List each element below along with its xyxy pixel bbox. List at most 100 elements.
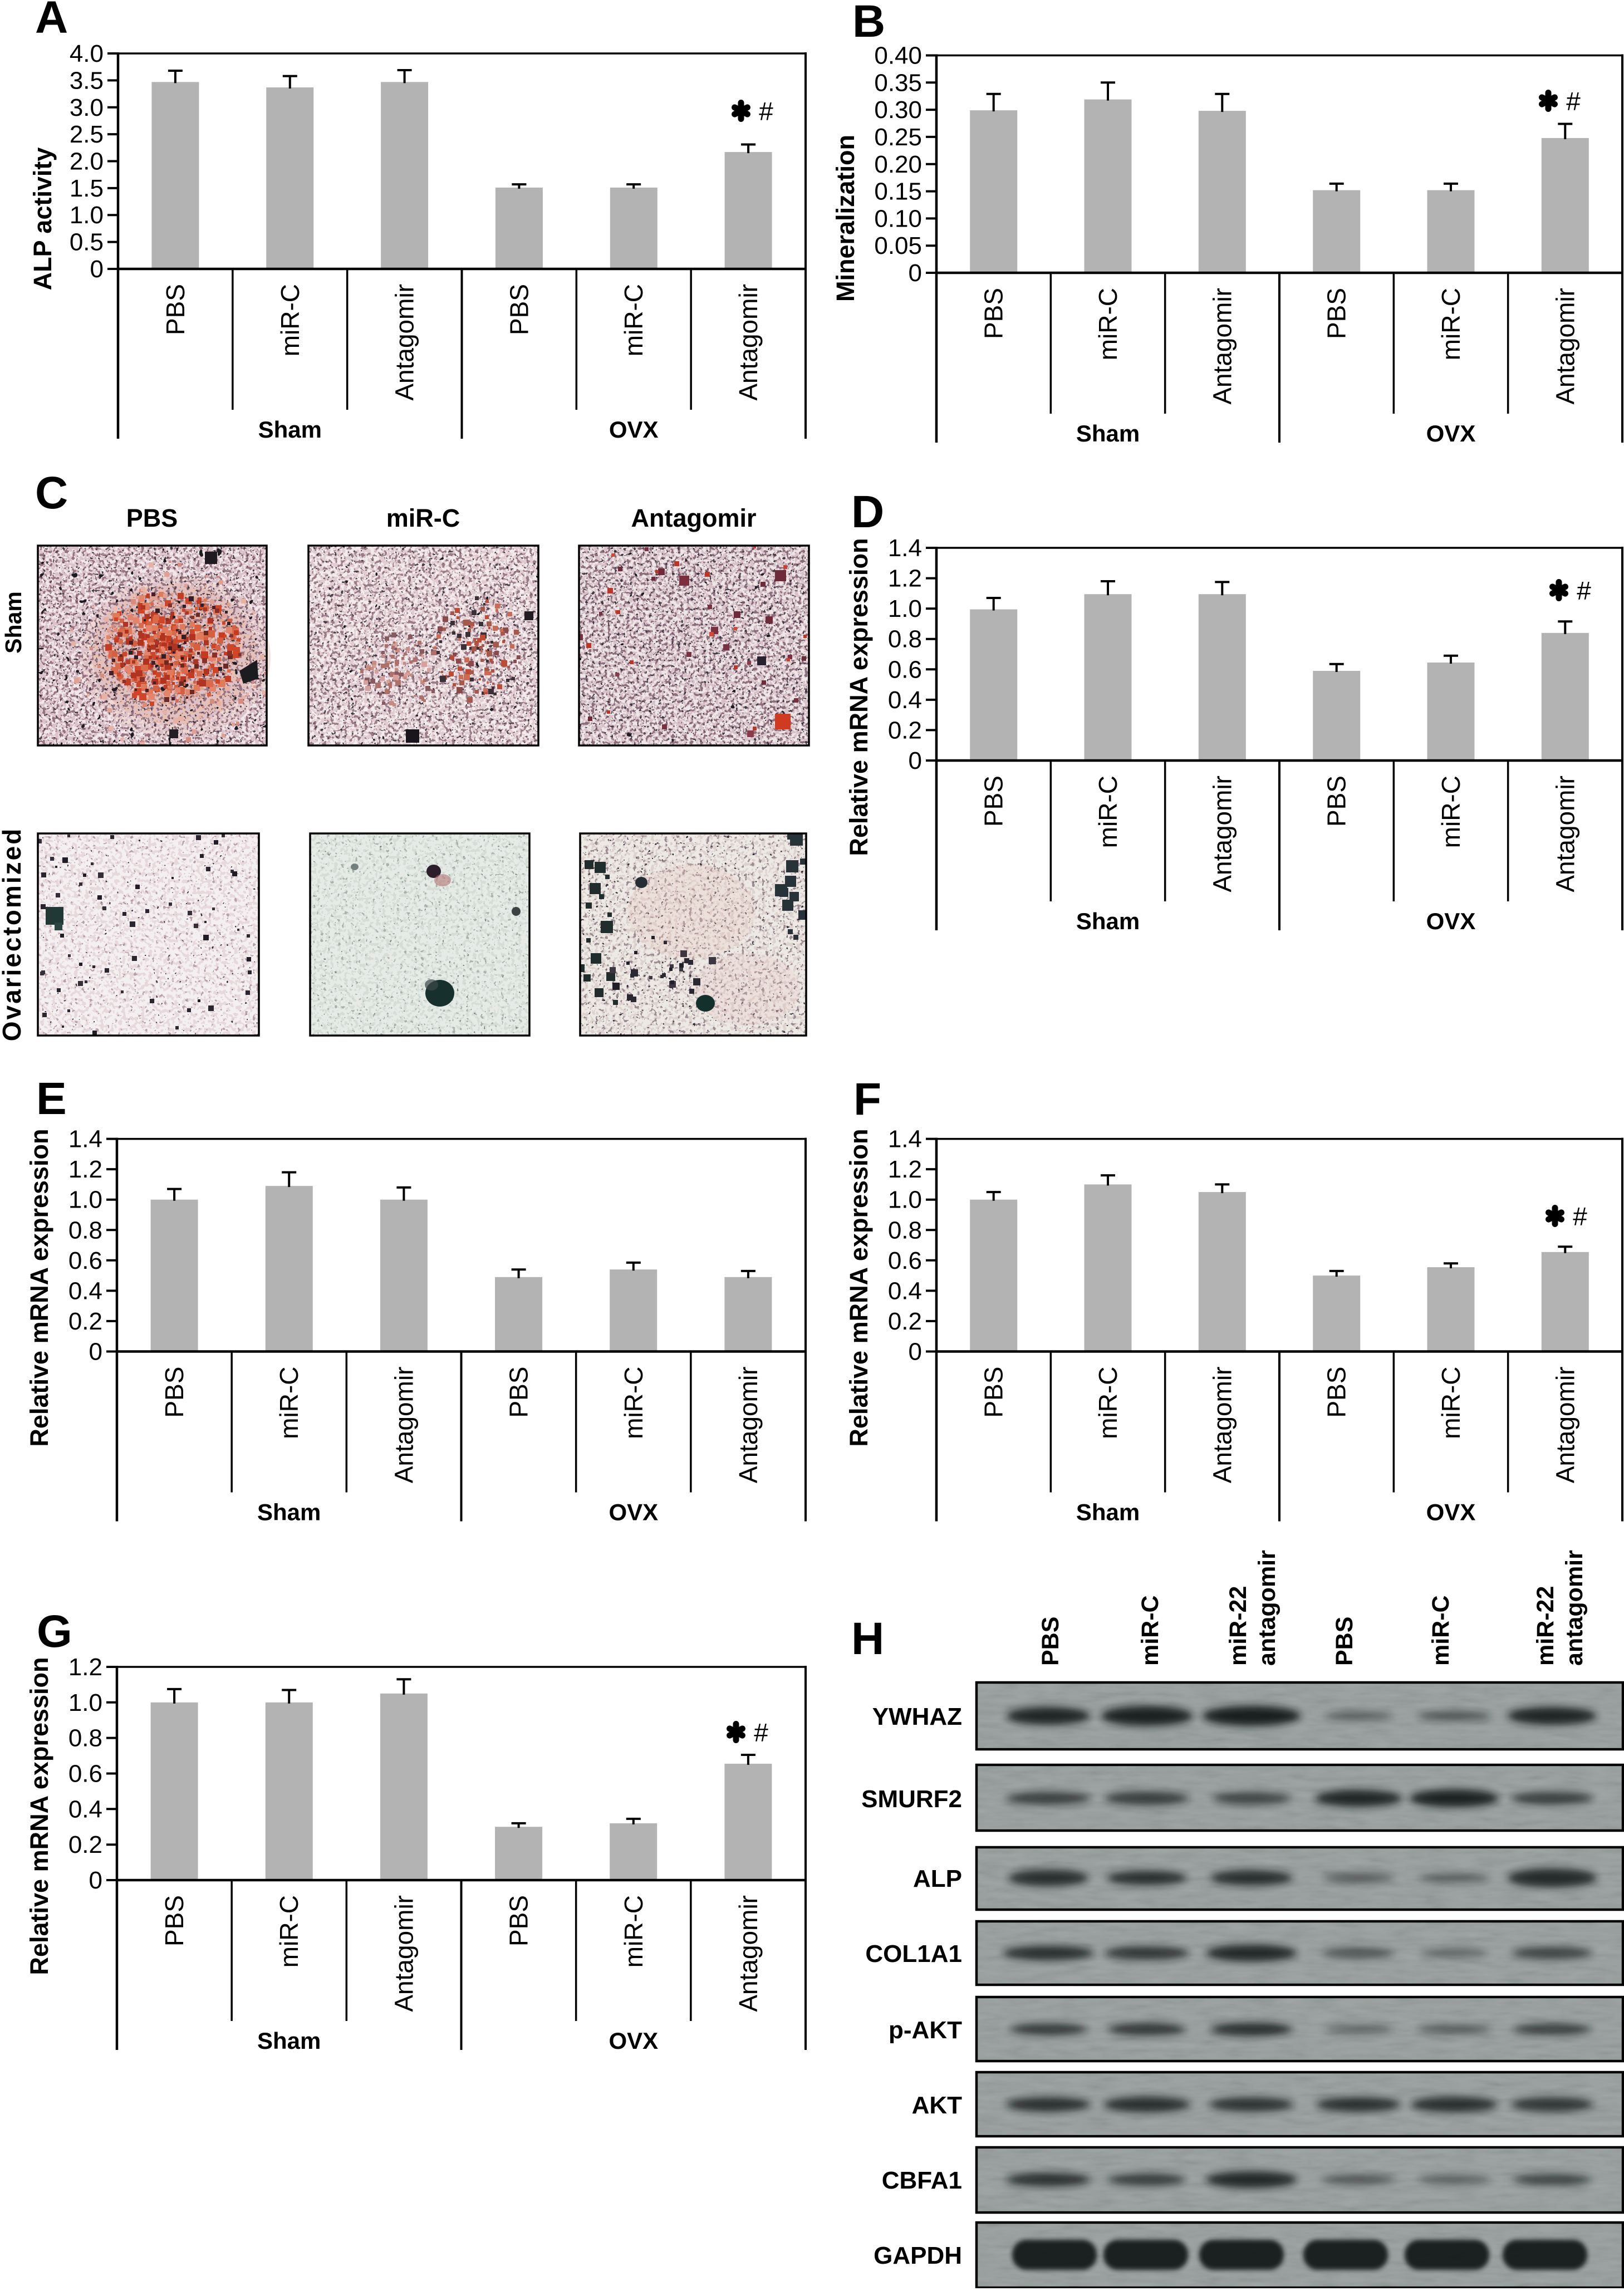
- svg-text:1.0: 1.0: [70, 202, 104, 229]
- svg-text:C: C: [35, 468, 68, 518]
- svg-text:0.30: 0.30: [874, 96, 922, 124]
- svg-text:PBS: PBS: [1322, 1367, 1351, 1418]
- svg-text:E: E: [36, 1073, 67, 1124]
- svg-text:0.8: 0.8: [68, 1216, 102, 1244]
- svg-text:1.0: 1.0: [68, 1689, 102, 1716]
- svg-text:0: 0: [909, 259, 922, 287]
- svg-text:miR-22: miR-22: [1532, 1586, 1559, 1666]
- svg-text:Sham: Sham: [258, 416, 322, 443]
- svg-text:1.5: 1.5: [70, 175, 104, 202]
- svg-text:0.4: 0.4: [888, 686, 922, 714]
- svg-text:Antagomir: Antagomir: [1208, 1367, 1237, 1484]
- svg-text:Sham: Sham: [257, 1499, 321, 1525]
- svg-text:2.5: 2.5: [70, 121, 104, 148]
- svg-text:Antagomir: Antagomir: [390, 284, 419, 401]
- svg-text:0.4: 0.4: [68, 1795, 102, 1823]
- svg-text:0.8: 0.8: [888, 1216, 922, 1244]
- svg-text:0: 0: [909, 1338, 922, 1366]
- svg-text:#: #: [759, 97, 773, 126]
- svg-text:OVX: OVX: [1426, 908, 1476, 934]
- svg-text:0.8: 0.8: [68, 1725, 102, 1752]
- svg-text:1.2: 1.2: [68, 1156, 102, 1183]
- svg-text:F: F: [853, 1074, 881, 1125]
- svg-text:Mineralization: Mineralization: [831, 135, 860, 302]
- svg-text:PBS: PBS: [1322, 776, 1351, 827]
- svg-text:miR-C: miR-C: [1436, 1367, 1465, 1439]
- svg-text:0: 0: [89, 1338, 102, 1366]
- svg-text:0.05: 0.05: [874, 232, 922, 259]
- svg-text:1.4: 1.4: [68, 1126, 102, 1153]
- svg-text:PBS: PBS: [126, 504, 178, 532]
- svg-text:0.6: 0.6: [68, 1760, 102, 1788]
- svg-text:0.6: 0.6: [888, 1247, 922, 1274]
- svg-text:Antagomir: Antagomir: [389, 1895, 418, 2012]
- svg-text:Antagomir: Antagomir: [1208, 776, 1237, 892]
- svg-text:0.20: 0.20: [874, 151, 922, 178]
- svg-text:antagomir: antagomir: [1561, 1550, 1588, 1666]
- svg-text:PBS: PBS: [1037, 1617, 1064, 1666]
- svg-text:Antagomir: Antagomir: [734, 1895, 763, 2012]
- svg-text:PBS: PBS: [979, 1367, 1008, 1418]
- svg-text:1.4: 1.4: [888, 1126, 922, 1153]
- svg-text:3.0: 3.0: [70, 94, 104, 121]
- svg-text:antagomir: antagomir: [1254, 1550, 1280, 1666]
- svg-text:1.0: 1.0: [888, 595, 922, 622]
- svg-text:miR-C: miR-C: [1093, 288, 1122, 360]
- svg-text:1.2: 1.2: [888, 1156, 922, 1183]
- svg-text:0.8: 0.8: [888, 626, 922, 653]
- svg-text:Antagomir: Antagomir: [734, 284, 763, 401]
- svg-text:miR-C: miR-C: [1093, 1367, 1122, 1439]
- svg-text:0: 0: [89, 1867, 102, 1894]
- svg-text:0: 0: [909, 747, 922, 774]
- svg-text:0.10: 0.10: [874, 205, 922, 232]
- svg-text:miR-C: miR-C: [386, 504, 460, 532]
- svg-text:Antagomir: Antagomir: [631, 504, 757, 532]
- svg-text:OVX: OVX: [609, 2028, 658, 2054]
- svg-text:#: #: [1577, 576, 1591, 605]
- svg-text:YWHAZ: YWHAZ: [872, 1703, 962, 1730]
- svg-text:PBS: PBS: [979, 776, 1008, 827]
- svg-text:3.5: 3.5: [70, 67, 104, 94]
- svg-text:Sham: Sham: [257, 2028, 321, 2054]
- svg-text:OVX: OVX: [609, 1499, 658, 1525]
- svg-text:0.35: 0.35: [874, 69, 922, 96]
- svg-text:miR-C: miR-C: [619, 1895, 648, 1968]
- svg-text:1.2: 1.2: [68, 1654, 102, 1681]
- svg-text:PBS: PBS: [504, 284, 533, 335]
- svg-text:Relative mRNA expression: Relative mRNA expression: [845, 538, 873, 856]
- svg-text:PBS: PBS: [979, 288, 1008, 339]
- svg-text:#: #: [754, 1718, 768, 1747]
- svg-text:OVX: OVX: [609, 416, 659, 443]
- svg-text:4.0: 4.0: [70, 40, 104, 67]
- svg-text:0.15: 0.15: [874, 178, 922, 205]
- svg-text:0.2: 0.2: [888, 1308, 922, 1335]
- svg-text:Antagomir: Antagomir: [389, 1367, 418, 1484]
- svg-text:#: #: [1566, 87, 1581, 116]
- svg-text:1.0: 1.0: [888, 1186, 922, 1214]
- svg-text:SMURF2: SMURF2: [861, 1785, 962, 1813]
- svg-text:0.4: 0.4: [68, 1277, 102, 1304]
- svg-text:0.6: 0.6: [888, 656, 922, 683]
- svg-text:0.5: 0.5: [70, 229, 104, 256]
- svg-text:miR-C: miR-C: [1137, 1595, 1164, 1666]
- svg-text:0.2: 0.2: [888, 717, 922, 744]
- svg-text:Antagomir: Antagomir: [734, 1367, 763, 1484]
- svg-text:Relative mRNA expression: Relative mRNA expression: [25, 1129, 53, 1446]
- svg-text:1.2: 1.2: [888, 565, 922, 592]
- svg-text:Relative mRNA expression: Relative mRNA expression: [845, 1129, 873, 1446]
- svg-text:miR-C: miR-C: [274, 1367, 303, 1439]
- svg-text:PBS: PBS: [1322, 288, 1351, 339]
- svg-text:PBS: PBS: [161, 284, 190, 335]
- svg-text:CBFA1: CBFA1: [882, 2167, 962, 2194]
- svg-text:miR-C: miR-C: [276, 284, 305, 356]
- svg-text:0.25: 0.25: [874, 124, 922, 151]
- svg-text:D: D: [851, 487, 884, 537]
- svg-text:0.2: 0.2: [68, 1831, 102, 1858]
- svg-text:miR-C: miR-C: [619, 284, 648, 356]
- svg-text:PBS: PBS: [160, 1895, 189, 1946]
- svg-text:miR-C: miR-C: [1427, 1595, 1454, 1666]
- svg-text:PBS: PBS: [160, 1367, 189, 1418]
- svg-text:0.6: 0.6: [68, 1247, 102, 1274]
- svg-text:G: G: [37, 1606, 72, 1657]
- svg-text:Antagomir: Antagomir: [1551, 288, 1579, 405]
